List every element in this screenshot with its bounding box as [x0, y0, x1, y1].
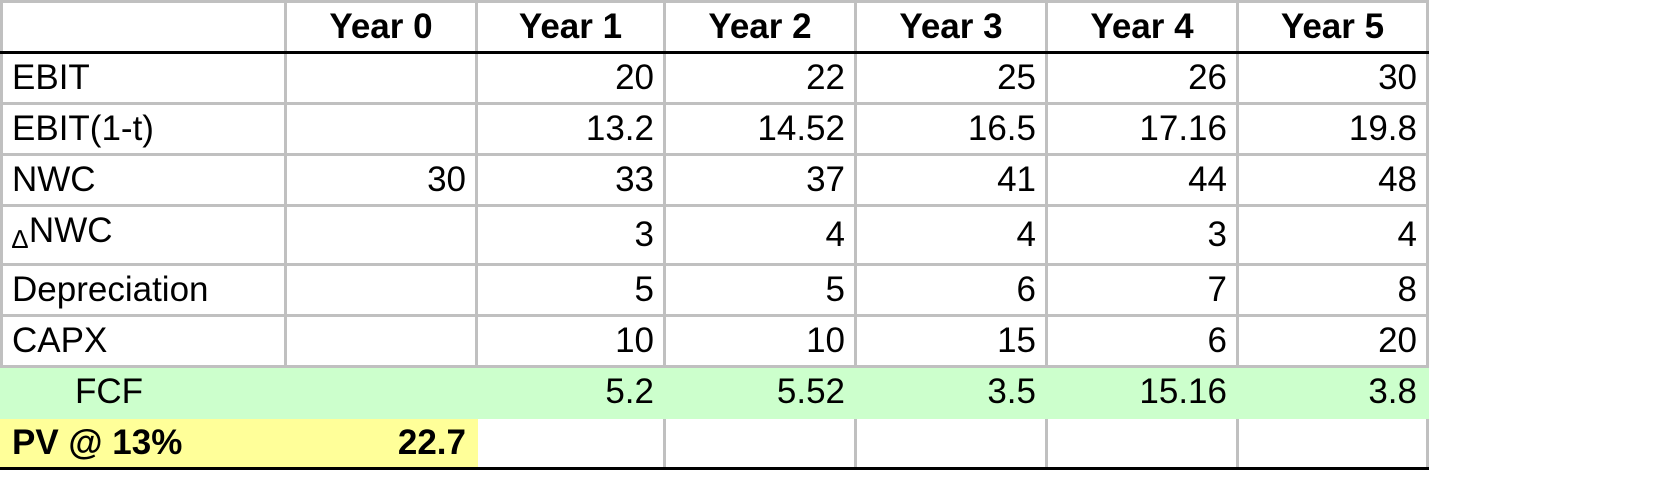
row-label-capx[interactable]: CAPX [0, 314, 287, 368]
cell-pv-y5[interactable] [1236, 416, 1429, 470]
cell-pv-y4[interactable] [1045, 416, 1239, 470]
row-delta-nwc: ∆NWC 3 4 4 3 4 [0, 204, 1429, 266]
cell-ebit-after-tax-y2[interactable]: 14.52 [663, 102, 857, 156]
row-ebit: EBIT 20 22 25 26 30 [0, 51, 1429, 105]
row-label-nwc[interactable]: NWC [0, 153, 287, 207]
cell-depreciation-y5[interactable]: 8 [1236, 263, 1429, 317]
row-nwc: NWC 30 33 37 41 44 48 [0, 153, 1429, 207]
cell-ebit-y0[interactable] [284, 51, 478, 105]
cell-ebit-after-tax-y4[interactable]: 17.16 [1045, 102, 1239, 156]
cell-fcf-y3[interactable]: 3.5 [854, 365, 1048, 419]
cell-nwc-y4[interactable]: 44 [1045, 153, 1239, 207]
row-label-ebit-after-tax[interactable]: EBIT(1-t) [0, 102, 287, 156]
cell-delta-nwc-y1[interactable]: 3 [475, 204, 666, 266]
cell-depreciation-y2[interactable]: 5 [663, 263, 857, 317]
row-ebit-after-tax: EBIT(1-t) 13.2 14.52 16.5 17.16 19.8 [0, 102, 1429, 156]
cell-fcf-y4[interactable]: 15.16 [1045, 365, 1239, 419]
delta-symbol: ∆ [12, 224, 28, 254]
cell-pv-y0[interactable]: 22.7 [284, 416, 478, 470]
cell-nwc-y5[interactable]: 48 [1236, 153, 1429, 207]
row-label-depreciation[interactable]: Depreciation [0, 263, 287, 317]
header-row: Year 0 Year 1 Year 2 Year 3 Year 4 Year … [0, 0, 1429, 54]
cell-ebit-after-tax-y5[interactable]: 19.8 [1236, 102, 1429, 156]
row-label-ebit[interactable]: EBIT [0, 51, 287, 105]
header-cell-year-0[interactable]: Year 0 [284, 0, 478, 54]
cell-pv-y3[interactable] [854, 416, 1048, 470]
cell-ebit-after-tax-y1[interactable]: 13.2 [475, 102, 666, 156]
cell-fcf-y5[interactable]: 3.8 [1236, 365, 1429, 419]
header-cell-year-4[interactable]: Year 4 [1045, 0, 1239, 54]
cell-depreciation-y1[interactable]: 5 [475, 263, 666, 317]
cell-delta-nwc-y3[interactable]: 4 [854, 204, 1048, 266]
header-cell-year-2[interactable]: Year 2 [663, 0, 857, 54]
fcf-table: Year 0 Year 1 Year 2 Year 3 Year 4 Year … [0, 0, 1429, 470]
cell-capx-y2[interactable]: 10 [663, 314, 857, 368]
cell-ebit-y2[interactable]: 22 [663, 51, 857, 105]
cell-pv-y2[interactable] [663, 416, 857, 470]
cell-capx-y4[interactable]: 6 [1045, 314, 1239, 368]
cell-fcf-y2[interactable]: 5.52 [663, 365, 857, 419]
row-label-fcf[interactable]: FCF [0, 365, 287, 419]
row-pv: PV @ 13% 22.7 [0, 416, 1429, 470]
cell-delta-nwc-y2[interactable]: 4 [663, 204, 857, 266]
cell-pv-y1[interactable] [475, 416, 666, 470]
cell-capx-y0[interactable] [284, 314, 478, 368]
row-label-delta-nwc-text: NWC [28, 211, 113, 250]
cell-fcf-y1[interactable]: 5.2 [475, 365, 666, 419]
cell-ebit-after-tax-y0[interactable] [284, 102, 478, 156]
row-label-pv[interactable]: PV @ 13% [0, 416, 287, 470]
cell-depreciation-y3[interactable]: 6 [854, 263, 1048, 317]
cell-capx-y5[interactable]: 20 [1236, 314, 1429, 368]
cell-nwc-y0[interactable]: 30 [284, 153, 478, 207]
cell-depreciation-y0[interactable] [284, 263, 478, 317]
header-cell-year-1[interactable]: Year 1 [475, 0, 666, 54]
row-capx: CAPX 10 10 15 6 20 [0, 314, 1429, 368]
cell-delta-nwc-y4[interactable]: 3 [1045, 204, 1239, 266]
header-cell-year-5[interactable]: Year 5 [1236, 0, 1429, 54]
cell-nwc-y2[interactable]: 37 [663, 153, 857, 207]
cell-ebit-after-tax-y3[interactable]: 16.5 [854, 102, 1048, 156]
cell-ebit-y4[interactable]: 26 [1045, 51, 1239, 105]
cell-ebit-y5[interactable]: 30 [1236, 51, 1429, 105]
row-depreciation: Depreciation 5 5 6 7 8 [0, 263, 1429, 317]
cell-fcf-y0[interactable] [284, 365, 478, 419]
row-fcf: FCF 5.2 5.52 3.5 15.16 3.8 [0, 365, 1429, 419]
row-label-delta-nwc[interactable]: ∆NWC [0, 204, 287, 266]
cell-ebit-y1[interactable]: 20 [475, 51, 666, 105]
header-cell-year-3[interactable]: Year 3 [854, 0, 1048, 54]
cell-ebit-y3[interactable]: 25 [854, 51, 1048, 105]
header-cell-label[interactable] [0, 0, 287, 54]
cell-nwc-y1[interactable]: 33 [475, 153, 666, 207]
cell-depreciation-y4[interactable]: 7 [1045, 263, 1239, 317]
cell-delta-nwc-y0[interactable] [284, 204, 478, 266]
cell-delta-nwc-y5[interactable]: 4 [1236, 204, 1429, 266]
cell-capx-y3[interactable]: 15 [854, 314, 1048, 368]
cell-nwc-y3[interactable]: 41 [854, 153, 1048, 207]
cell-capx-y1[interactable]: 10 [475, 314, 666, 368]
